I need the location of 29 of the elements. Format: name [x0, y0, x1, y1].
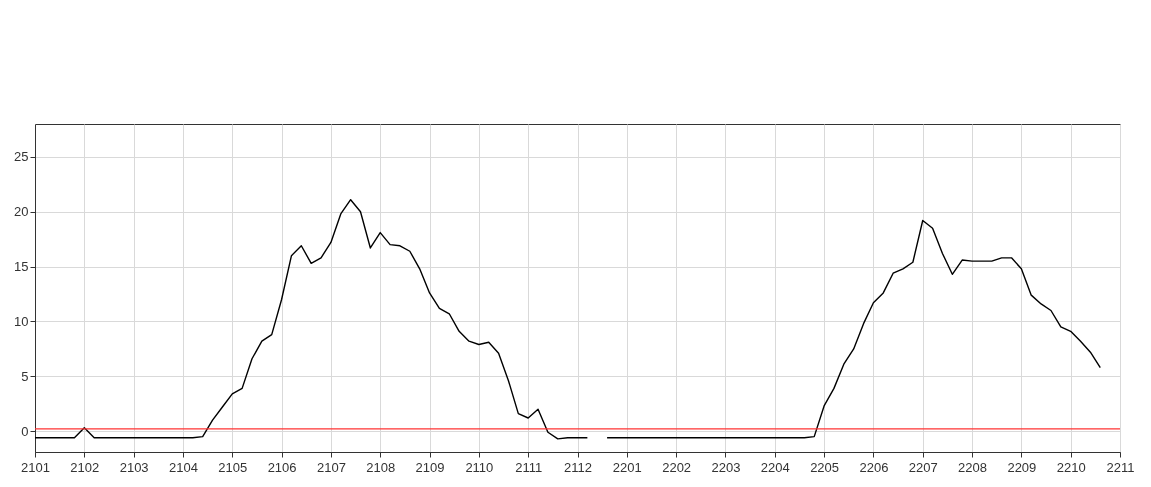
- x-tick-label: 2204: [760, 459, 790, 475]
- y-tick-label: 10: [14, 313, 29, 329]
- x-tick-label: 2102: [70, 459, 100, 475]
- x-tick-label: 2104: [168, 459, 198, 475]
- x-tick-label: 2101: [21, 459, 50, 475]
- x-tick-label: 2111: [515, 459, 543, 475]
- x-tick-label: 2206: [859, 459, 889, 475]
- x-tick-label: 2109: [415, 459, 445, 475]
- y-tick-label: 20: [14, 204, 29, 220]
- x-tick-label: 2211: [1106, 459, 1135, 475]
- x-tick-label: 2103: [119, 459, 149, 475]
- x-tick-label: 2108: [366, 459, 396, 475]
- x-tick-label: 2209: [1007, 459, 1037, 475]
- x-tick-label: 2201: [612, 459, 642, 475]
- x-tick-label: 2210: [1056, 459, 1086, 475]
- x-tick-label: 2105: [218, 459, 248, 475]
- x-tick-label: 2202: [662, 459, 692, 475]
- x-tick-label: 2107: [316, 459, 346, 475]
- x-tick-label: 2203: [711, 459, 741, 475]
- y-tick-label: 0: [21, 423, 29, 439]
- x-tick-label: 2208: [958, 459, 988, 475]
- y-tick-label: 5: [21, 368, 29, 384]
- x-tick-label: 2205: [810, 459, 840, 475]
- x-tick-label: 2112: [564, 459, 592, 475]
- x-tick-label: 2106: [267, 459, 297, 475]
- y-tick-label: 25: [14, 149, 29, 165]
- x-tick-label: 2110: [465, 459, 494, 475]
- y-tick-label: 15: [14, 259, 29, 275]
- x-tick-label: 2207: [908, 459, 938, 475]
